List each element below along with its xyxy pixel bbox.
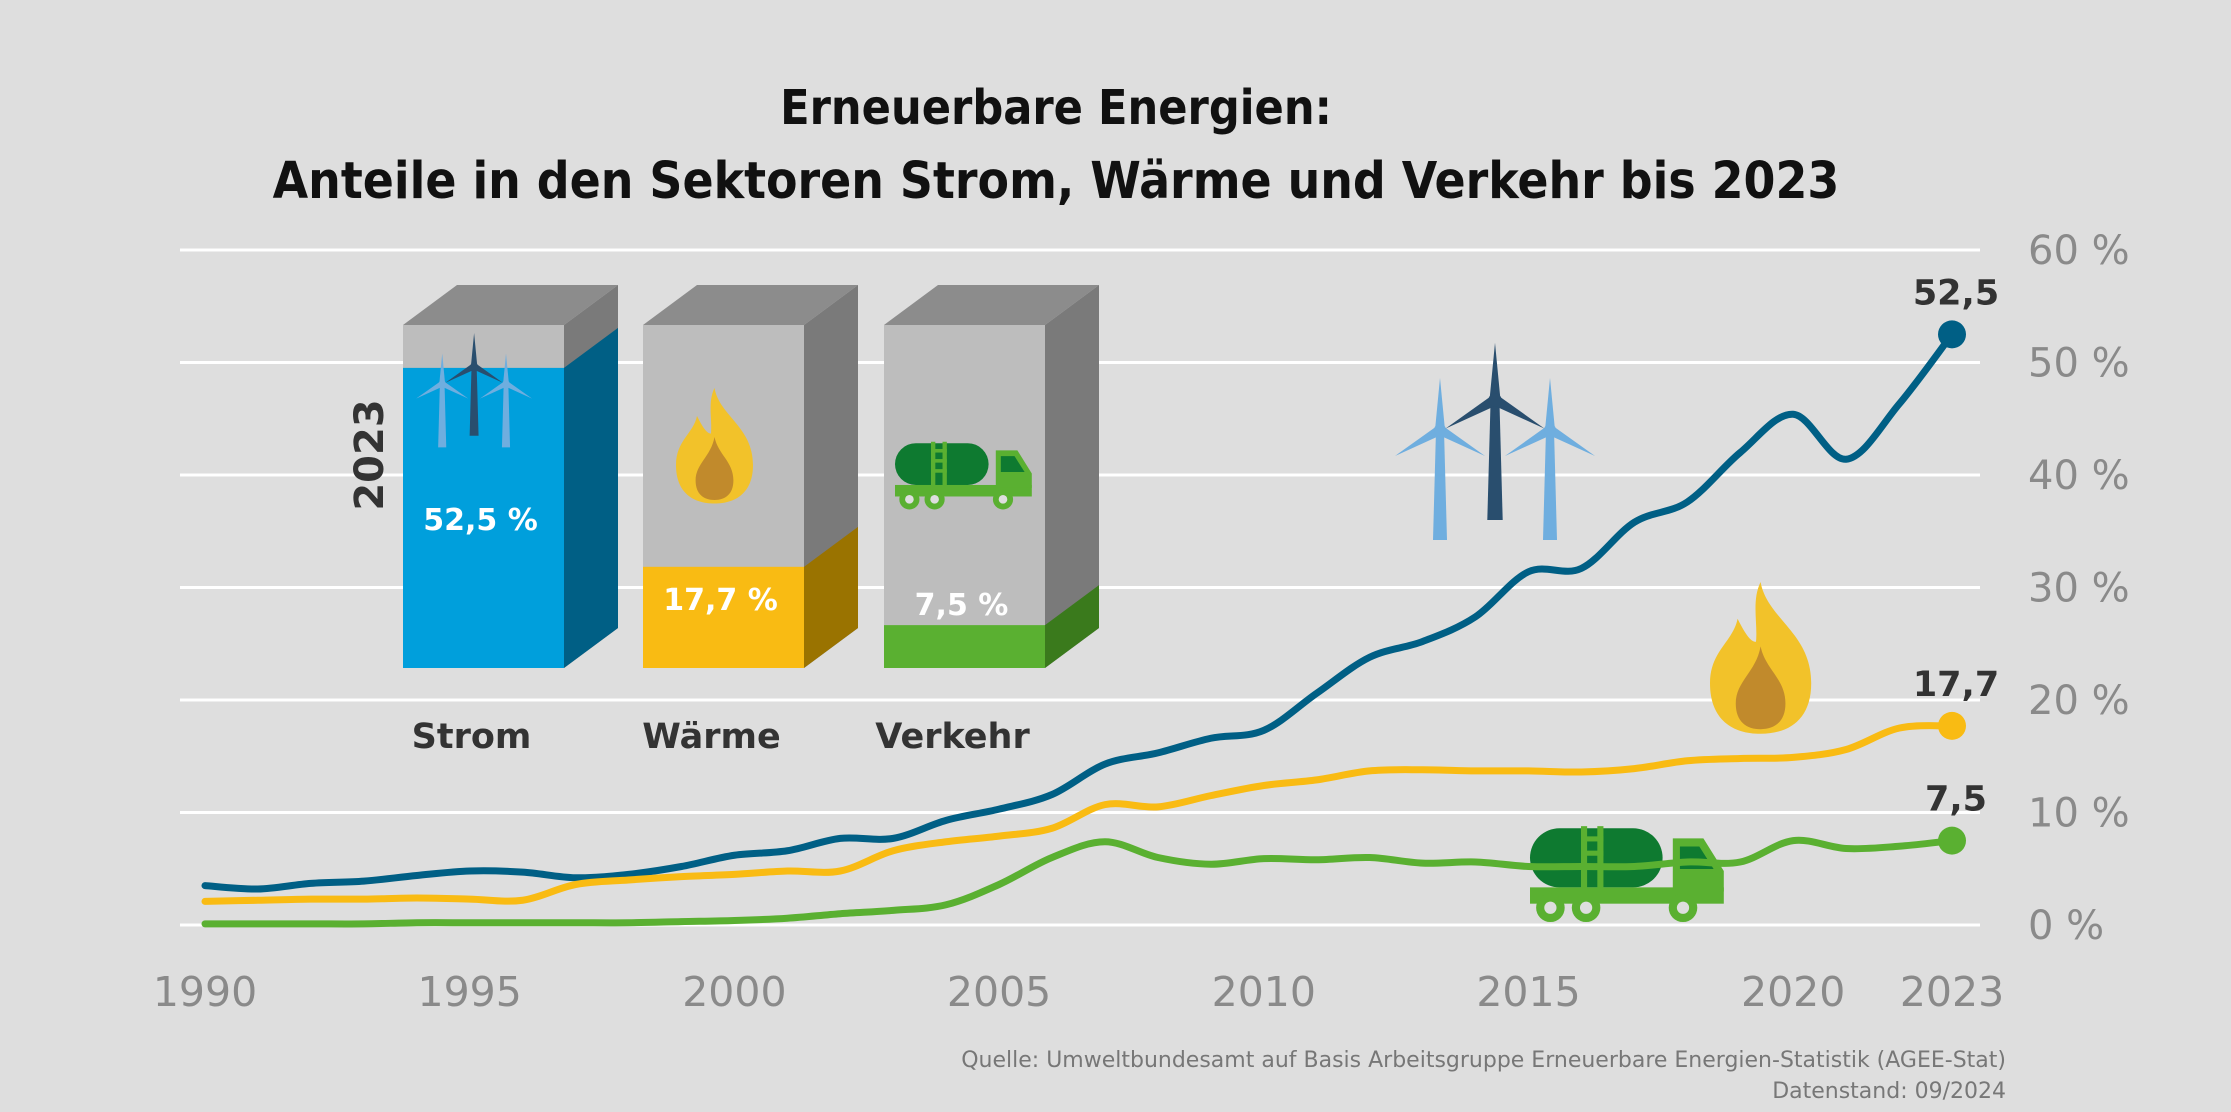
decor-icons xyxy=(1394,342,1812,923)
x-tick-label: 2005 xyxy=(947,968,1051,1016)
tanker-truck-icon xyxy=(895,441,1032,510)
y-tick-label: 0 % xyxy=(2028,903,2104,949)
y-tick-label: 50 % xyxy=(2028,341,2130,387)
x-tick-label: 2023 xyxy=(1900,968,2004,1016)
inset-column-verkehr: 7,5 % Verkehr xyxy=(875,285,1099,757)
inset-category-label-verkehr: Verkehr xyxy=(875,717,1030,757)
inset-column-waerme: 17,7 % Wärme xyxy=(642,285,858,757)
y-tick-label: 60 % xyxy=(2028,228,2130,274)
y-tick-label: 30 % xyxy=(2028,566,2130,612)
series-end-label-strom: 52,5 xyxy=(1913,273,1999,313)
wind-turbines-icon xyxy=(416,333,533,448)
inset-value-label-verkehr: 7,5 % xyxy=(915,588,1009,623)
tanker-truck-icon xyxy=(1530,826,1724,923)
chart-title-line1: Erneuerbare Energien: xyxy=(780,80,1332,136)
inset-category-label-strom: Strom xyxy=(412,717,532,757)
flame-icon xyxy=(676,388,753,504)
axes: 0 % 10 % 20 % 30 % 40 % 50 % 60 % 1990 1995 2000 2… xyxy=(153,228,2130,1016)
series-line-verkehr xyxy=(201,836,1956,928)
series-end-label-verkehr: 7,5 xyxy=(1925,780,1987,820)
inset-value-label-strom: 52,5 % xyxy=(423,503,538,538)
series-end-point-verkehr xyxy=(1938,826,1966,855)
wind-turbines-icon xyxy=(1394,342,1596,540)
inset-year-label: 2023 xyxy=(347,399,393,510)
y-tick-label: 10 % xyxy=(2028,791,2130,837)
x-tick-label: 1995 xyxy=(418,968,522,1016)
inset-bar-verkehr xyxy=(884,625,1045,668)
series-line-waerme xyxy=(201,722,1956,905)
inset-3d-columns: 52,5 % Strom 17,7 % Wärme 7,5 % Verkehr 2023 xyxy=(347,285,1099,757)
inset-column-strom: 52,5 % Strom xyxy=(403,285,618,757)
y-tick-label: 20 % xyxy=(2028,678,2130,724)
series-end-label-waerme: 17,7 xyxy=(1913,665,1999,705)
x-tick-label: 2000 xyxy=(682,968,786,1016)
source-line-1: Quelle: Umweltbundesamt auf Basis Arbeit… xyxy=(961,1048,2006,1073)
series-line-strom xyxy=(201,330,1956,893)
inset-bar-waerme xyxy=(643,566,804,668)
x-tick-label: 2020 xyxy=(1741,968,1845,1016)
inset-bar-strom xyxy=(403,367,564,668)
source-line-2: Datenstand: 09/2024 xyxy=(1772,1079,2006,1104)
x-tick-label: 2010 xyxy=(1212,968,1316,1016)
series-lines: 52,5 17,7 7,5 xyxy=(201,273,1999,928)
inset-category-label-waerme: Wärme xyxy=(642,717,780,757)
series-end-point-strom xyxy=(1938,320,1966,349)
chart-title-line2: Anteile in den Sektoren Strom, Wärme und… xyxy=(273,152,1840,211)
flame-icon xyxy=(1710,582,1812,734)
series-end-point-waerme xyxy=(1938,711,1966,740)
x-tick-label: 1990 xyxy=(153,968,257,1016)
x-tick-label: 2015 xyxy=(1476,968,1580,1016)
inset-value-label-waerme: 17,7 % xyxy=(663,583,778,618)
y-tick-label: 40 % xyxy=(2028,453,2130,499)
